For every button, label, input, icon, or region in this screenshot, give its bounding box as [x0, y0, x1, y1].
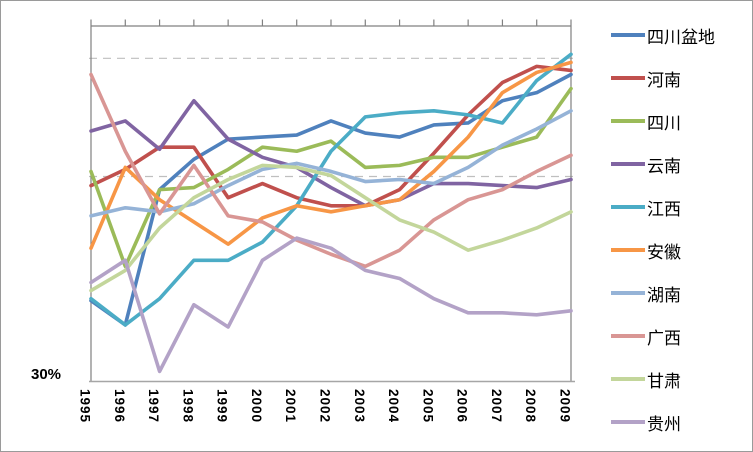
x-axis-label-2004: 2004 — [386, 389, 402, 424]
x-axis-label-1999: 1999 — [214, 389, 230, 424]
x-axis-label-1998: 1998 — [180, 389, 196, 424]
legend-item-江西: 江西 — [611, 196, 681, 219]
x-axis-label-2006: 2006 — [454, 389, 470, 424]
series-line-河南 — [89, 64, 573, 208]
legend-item-四川: 四川 — [611, 110, 681, 133]
x-axis-label-1995: 1995 — [77, 389, 93, 424]
legend-item-河南: 河南 — [611, 67, 681, 90]
legend-label-甘肃: 甘肃 — [647, 371, 681, 391]
legend-item-四川盆地: 四川盆地 — [611, 24, 715, 47]
series-line-江西 — [89, 52, 573, 327]
legend-label-湖南: 湖南 — [647, 285, 681, 305]
legend-item-贵州: 贵州 — [611, 411, 681, 434]
x-axis-label-2000: 2000 — [248, 389, 264, 424]
legend-swatch-甘肃 — [611, 376, 645, 382]
legend-label-贵州: 贵州 — [647, 414, 681, 434]
legend-swatch-安徽 — [611, 247, 645, 253]
series-line-安徽 — [89, 60, 573, 250]
x-axis-label-1996: 1996 — [111, 389, 127, 424]
series-line-贵州 — [89, 236, 573, 374]
x-axis-label-2007: 2007 — [488, 389, 504, 424]
legend-label-广西: 广西 — [647, 328, 681, 348]
legend: 四川盆地河南四川云南江西安徽湖南广西甘肃贵州 — [611, 1, 752, 451]
y-axis-min-label: 30% — [31, 365, 62, 383]
legend-swatch-广西 — [611, 333, 645, 339]
legend-item-安徽: 安徽 — [611, 239, 681, 262]
legend-label-四川盆地: 四川盆地 — [647, 27, 715, 47]
x-axis-label-2008: 2008 — [523, 389, 539, 424]
legend-label-安徽: 安徽 — [647, 242, 681, 262]
series-line-湖南 — [89, 109, 573, 218]
legend-label-四川: 四川 — [647, 113, 681, 133]
legend-swatch-四川盆地 — [611, 32, 645, 38]
legend-swatch-贵州 — [611, 419, 645, 425]
series-line-四川盆地 — [89, 72, 573, 327]
x-axis-label-2005: 2005 — [420, 389, 436, 424]
legend-label-江西: 江西 — [647, 199, 681, 219]
series-line-云南 — [89, 98, 573, 208]
legend-swatch-云南 — [611, 161, 645, 167]
legend-swatch-湖南 — [611, 290, 645, 296]
legend-swatch-江西 — [611, 204, 645, 210]
series-line-甘肃 — [89, 163, 573, 293]
legend-item-云南: 云南 — [611, 153, 681, 176]
legend-label-云南: 云南 — [647, 156, 681, 176]
legend-swatch-四川 — [611, 118, 645, 124]
legend-item-甘肃: 甘肃 — [611, 368, 681, 391]
x-axis-label-1997: 1997 — [146, 389, 162, 424]
series-line-广西 — [89, 72, 573, 269]
x-axis-label-2002: 2002 — [317, 389, 333, 424]
legend-item-湖南: 湖南 — [611, 282, 681, 305]
x-axis-label-2001: 2001 — [283, 389, 299, 424]
legend-label-河南: 河南 — [647, 70, 681, 90]
legend-item-广西: 广西 — [611, 325, 681, 348]
x-axis-label-2009: 2009 — [557, 389, 573, 424]
legend-swatch-河南 — [611, 75, 645, 81]
x-axis-label-2003: 2003 — [351, 389, 367, 424]
